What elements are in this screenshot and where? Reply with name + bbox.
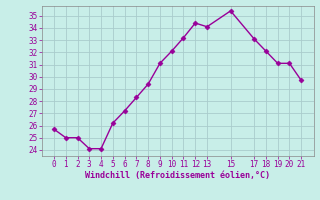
X-axis label: Windchill (Refroidissement éolien,°C): Windchill (Refroidissement éolien,°C) [85, 171, 270, 180]
